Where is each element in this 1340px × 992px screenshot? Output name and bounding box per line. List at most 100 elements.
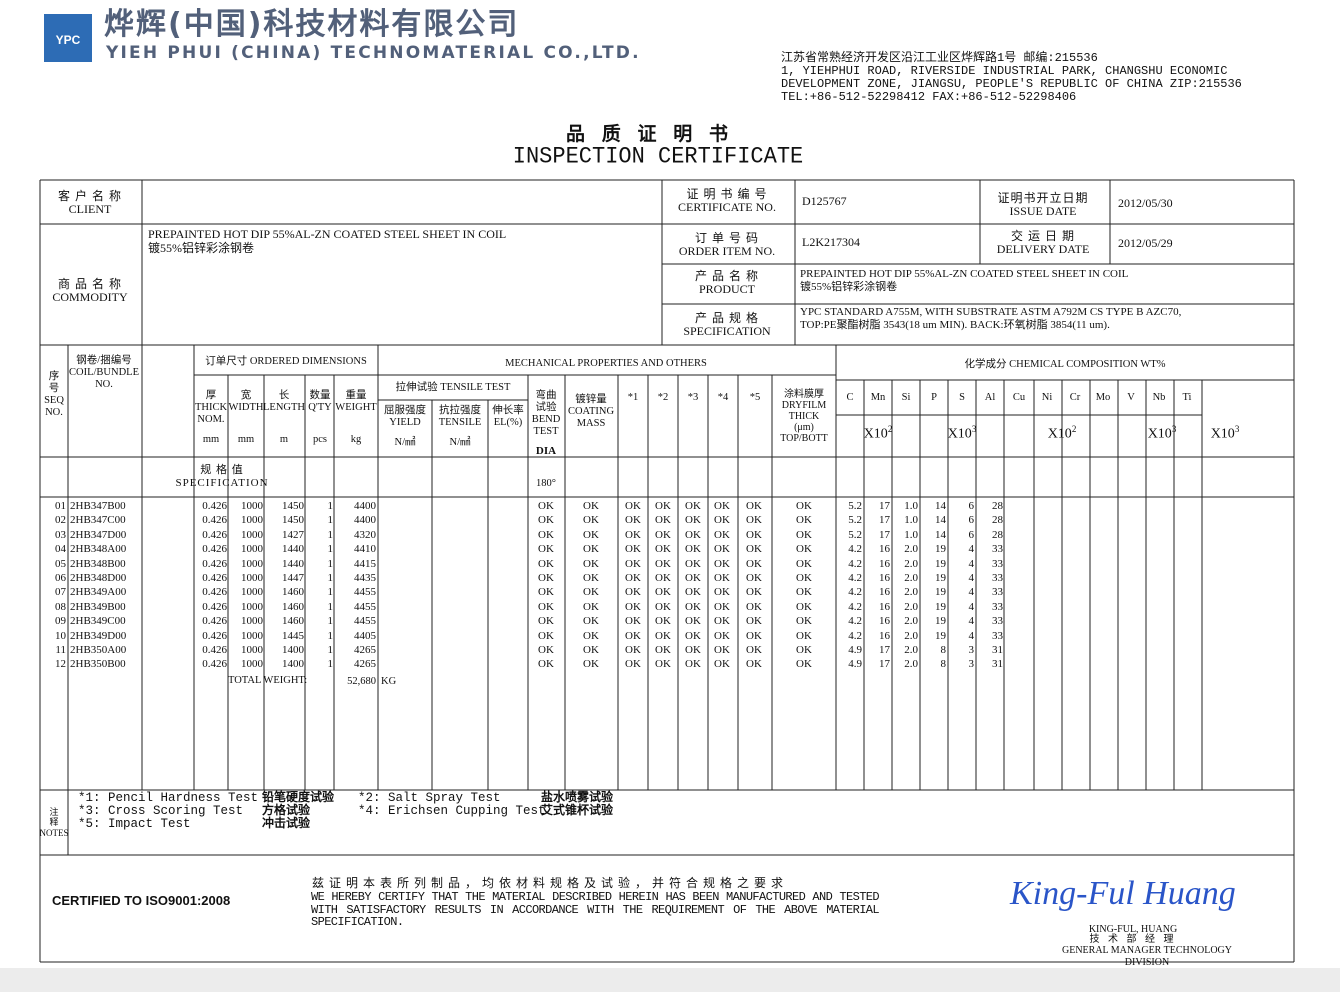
cell: 28 xyxy=(992,500,1003,512)
cell: 0.426 xyxy=(202,500,227,512)
cell: 1 xyxy=(327,543,334,556)
multiplier-exp: 3 xyxy=(971,424,977,434)
cell: 11 xyxy=(55,644,66,656)
cell: 4415 xyxy=(354,557,376,570)
cell: 16 xyxy=(879,586,890,599)
cell: OK xyxy=(625,543,641,556)
cell: 0.426 xyxy=(202,629,227,642)
col-header: 数量 Q'TY xyxy=(308,390,332,414)
cell: OK xyxy=(583,615,599,628)
cell: 2.0 xyxy=(904,615,918,628)
element: Ni xyxy=(1041,392,1053,403)
logo-text: YPC xyxy=(55,33,81,47)
cell: OK xyxy=(583,500,599,512)
cell: 1460 xyxy=(282,600,304,613)
cell: 4400 xyxy=(354,500,376,512)
element: C xyxy=(846,392,854,403)
value: L2K217304 xyxy=(802,235,860,249)
cell: OK xyxy=(583,543,599,556)
label-cn: 证 明 书 编 号 xyxy=(686,187,768,201)
unit: N/㎟ xyxy=(449,437,471,448)
cell: OK xyxy=(538,600,554,613)
certification: CERTIFIED TO ISO9001:2008 xyxy=(52,893,231,908)
cell: 1450 xyxy=(282,500,304,512)
unit: mm xyxy=(202,434,220,445)
spec-label: 规 格 值 SPECIFICATION xyxy=(175,464,269,489)
col-header: 伸长率 EL(%) xyxy=(492,405,524,429)
cell: 1 xyxy=(327,629,334,642)
note: *5: Impact Test xyxy=(78,817,191,831)
notes-label: 注 释 NOTES xyxy=(39,807,69,838)
cell: 6 xyxy=(968,500,975,512)
cell: OK xyxy=(625,600,641,613)
cell: 0.426 xyxy=(202,644,227,656)
cell: 01 xyxy=(55,500,66,512)
cell: OK xyxy=(746,557,762,570)
cell: 4 xyxy=(968,572,975,584)
cell: OK xyxy=(746,514,762,527)
cell: OK xyxy=(746,572,762,584)
cell: OK xyxy=(655,600,671,613)
cell: 1 xyxy=(327,615,334,628)
cell: OK xyxy=(796,615,812,628)
cell: OK xyxy=(625,644,641,656)
cell: 4 xyxy=(968,543,975,556)
cell: 31 xyxy=(992,644,1003,656)
multiplier-exp: 3 xyxy=(1234,424,1240,434)
cell: 1000 xyxy=(241,557,263,570)
col-header: *2 xyxy=(657,392,669,403)
unit: pcs xyxy=(313,434,327,445)
cell: OK xyxy=(685,514,701,527)
cell: OK xyxy=(625,629,641,642)
cell: OK xyxy=(655,658,671,671)
cell: OK xyxy=(538,557,554,570)
cell: 2.0 xyxy=(904,600,918,613)
signer-title-en: GENERAL MANAGER TECHNOLOGY DIVISION xyxy=(1062,945,1232,968)
col-header: *4 xyxy=(717,392,729,403)
cell: 16 xyxy=(879,615,890,628)
cell: 2.0 xyxy=(904,557,918,570)
unit: m xyxy=(279,434,289,445)
cell: 4.9 xyxy=(848,658,862,671)
cell: OK xyxy=(538,500,554,512)
cell: OK xyxy=(583,629,599,642)
cell: 33 xyxy=(992,629,1003,642)
cell: 4435 xyxy=(354,572,376,584)
label-cn: 客 户 名 称 xyxy=(57,189,123,203)
cell: OK xyxy=(583,586,599,599)
statement-en: WE HEREBY CERTIFY THAT THE MATERIAL DESC… xyxy=(311,890,880,930)
cell: 1440 xyxy=(282,557,304,570)
cell: 1 xyxy=(327,600,334,613)
label-en: ISSUE DATE xyxy=(1009,204,1077,218)
cell: 4265 xyxy=(354,658,376,671)
cell: OK xyxy=(796,500,812,512)
cell: 4 xyxy=(968,629,975,642)
cell: OK xyxy=(538,528,554,541)
total-value: 52,680 xyxy=(347,676,376,687)
cell: OK xyxy=(625,572,641,584)
group-header: 订单尺寸 ORDERED DIMENSIONS xyxy=(205,356,367,367)
cell: 12 xyxy=(55,658,66,671)
element: Mo xyxy=(1095,392,1111,403)
cell: 2HB349D00 xyxy=(70,629,127,642)
cell: 3 xyxy=(968,644,975,656)
cell: 06 xyxy=(55,572,66,584)
cell: 17 xyxy=(879,658,890,671)
address-line: 江苏省常熟经济开发区沿江工业区烨辉路1号 邮编:215536 xyxy=(781,51,1098,65)
cell: 1 xyxy=(327,557,334,570)
element: Nb xyxy=(1152,392,1166,403)
value: D125767 xyxy=(802,194,847,208)
unit: mm xyxy=(237,434,255,445)
cell: 1000 xyxy=(241,629,263,642)
col-header: 抗拉强度 TENSILE xyxy=(438,405,482,429)
cell: OK xyxy=(714,543,730,556)
cell: 02 xyxy=(55,514,66,527)
col-header: 钢卷/捆编号 COIL/BUNDLE NO. xyxy=(69,355,139,391)
cell: 2.0 xyxy=(904,543,918,556)
cell: OK xyxy=(746,615,762,628)
cell: 0.426 xyxy=(202,557,227,570)
cell: 0.426 xyxy=(202,658,227,671)
cell: OK xyxy=(685,629,701,642)
